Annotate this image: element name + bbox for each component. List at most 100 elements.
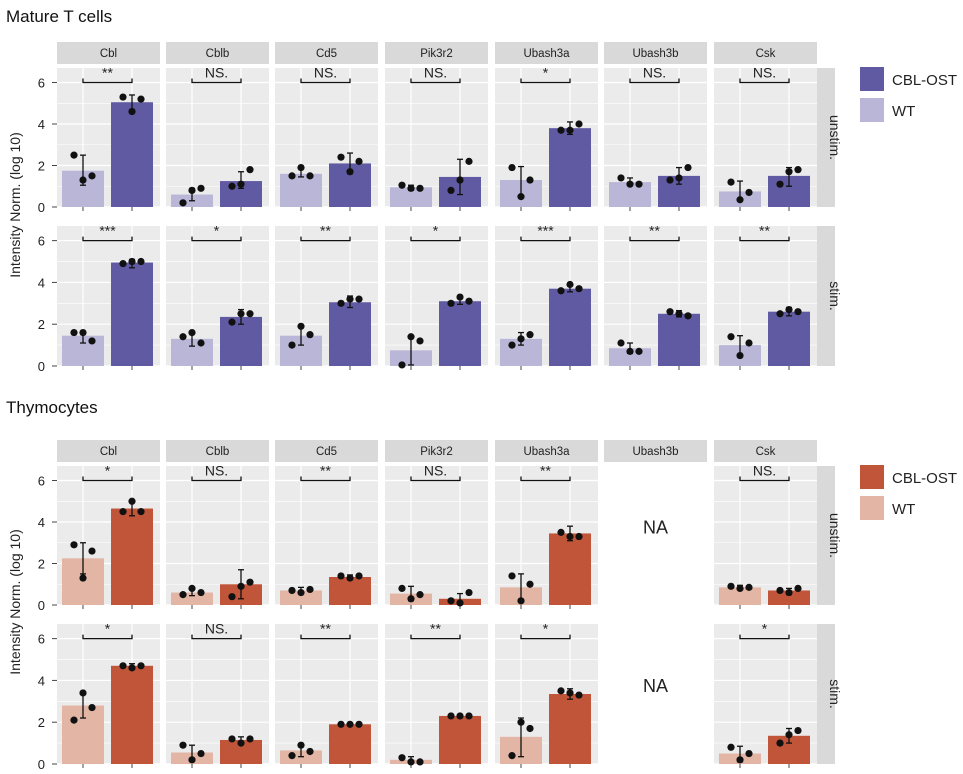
data-point xyxy=(508,341,516,349)
significance-bracket xyxy=(410,78,461,84)
data-point xyxy=(447,712,455,720)
significance-bracket xyxy=(191,634,242,640)
data-point xyxy=(727,582,735,590)
facet-label-cd5: Cd5 xyxy=(316,446,337,458)
data-point xyxy=(684,163,692,172)
legend-swatch-wt xyxy=(860,496,884,520)
data-point xyxy=(398,584,406,593)
data-point xyxy=(736,351,744,360)
data-point xyxy=(398,754,406,762)
significance-label: * xyxy=(214,223,220,239)
significance-bracket xyxy=(82,634,133,640)
data-point xyxy=(416,591,424,599)
data-point xyxy=(776,310,784,318)
facet-label-cbl: Cbl xyxy=(100,446,117,458)
facet-strip-ubash3a xyxy=(495,440,598,462)
data-point xyxy=(557,687,565,695)
facet-label-ubash3b: Ubash3b xyxy=(632,48,678,60)
data-point xyxy=(557,126,565,134)
data-point xyxy=(228,593,236,601)
data-point xyxy=(785,731,793,739)
facet-strip-cbl xyxy=(57,42,160,64)
data-point xyxy=(337,720,345,728)
data-point xyxy=(465,712,473,720)
data-point xyxy=(745,749,753,758)
data-point xyxy=(70,541,78,549)
data-point xyxy=(575,120,583,128)
facet-label-ubash3b: Ubash3b xyxy=(632,446,678,458)
data-point xyxy=(447,299,455,307)
data-point xyxy=(617,174,625,182)
bar-cbl-ost-ubash3a xyxy=(549,694,591,764)
data-point xyxy=(794,726,802,735)
y-tick-label: 6 xyxy=(38,234,45,249)
data-point xyxy=(70,328,78,337)
data-point xyxy=(794,308,802,316)
data-point xyxy=(228,735,236,743)
data-point xyxy=(228,182,236,190)
significance-bracket xyxy=(82,476,133,482)
y-tick-label: 0 xyxy=(38,757,45,772)
legend-label-wt: WT xyxy=(892,103,915,120)
significance-bracket xyxy=(520,634,571,640)
data-point xyxy=(179,333,187,341)
bar-wt-cd5 xyxy=(280,173,322,207)
facet-strip-cd5 xyxy=(275,42,378,64)
data-point xyxy=(246,166,254,174)
significance-label: NS. xyxy=(424,463,447,479)
facet-label-csk: Csk xyxy=(756,48,776,60)
data-point xyxy=(197,184,205,192)
facet-label-cd5: Cd5 xyxy=(316,48,337,60)
significance-label: ** xyxy=(320,463,331,479)
significance-label: NS. xyxy=(753,463,776,479)
facet-label-ubash3a: Ubash3a xyxy=(523,446,570,458)
legend-label-cbl-ost: CBL-OST xyxy=(892,470,957,487)
data-point xyxy=(306,172,314,180)
facet-strip-csk xyxy=(714,42,817,64)
facet-label-cblb: Cblb xyxy=(206,446,230,458)
y-tick-label: 6 xyxy=(38,632,45,647)
data-point xyxy=(79,689,87,697)
data-point xyxy=(179,591,187,599)
data-point xyxy=(666,176,674,184)
significance-label: NS. xyxy=(205,65,228,81)
data-point xyxy=(355,720,363,728)
significance-bracket xyxy=(300,634,351,640)
data-point xyxy=(727,178,735,186)
significance-label: *** xyxy=(537,223,554,239)
data-point xyxy=(237,310,245,318)
significance-bracket xyxy=(520,236,571,242)
facet-strip-ubash3a xyxy=(495,42,598,64)
facet-label-cblb: Cblb xyxy=(206,48,230,60)
bar-cbl-ost-cbl xyxy=(111,508,153,605)
significance-bracket xyxy=(410,236,461,242)
data-point xyxy=(517,193,525,201)
facet-strip-pik3r2 xyxy=(385,440,488,462)
section-title-mature-t-cells: Mature T cells xyxy=(6,7,112,26)
data-point xyxy=(346,168,354,176)
facet-strip-cblb xyxy=(166,440,269,462)
na-label: NA xyxy=(643,676,668,696)
facet-label-pik3r2: Pik3r2 xyxy=(420,446,453,458)
row-label-unstim: unstim. xyxy=(827,513,843,558)
data-point xyxy=(119,508,127,516)
data-point xyxy=(288,752,296,760)
data-point xyxy=(727,333,735,341)
bar-cbl-ost-csk xyxy=(768,590,810,605)
bar-wt-cd5 xyxy=(280,590,322,605)
data-point xyxy=(346,720,354,728)
significance-bracket xyxy=(629,78,680,84)
data-point xyxy=(407,333,415,341)
significance-bracket xyxy=(739,634,790,640)
data-point xyxy=(88,172,96,180)
panel-background xyxy=(385,466,488,605)
data-point xyxy=(776,586,784,595)
data-point xyxy=(228,318,236,326)
data-point xyxy=(246,310,254,318)
data-point xyxy=(794,584,802,593)
data-point xyxy=(119,260,127,268)
y-tick-label: 0 xyxy=(38,598,45,613)
y-tick-label: 6 xyxy=(38,474,45,489)
data-point xyxy=(237,739,245,747)
data-point xyxy=(128,664,136,672)
